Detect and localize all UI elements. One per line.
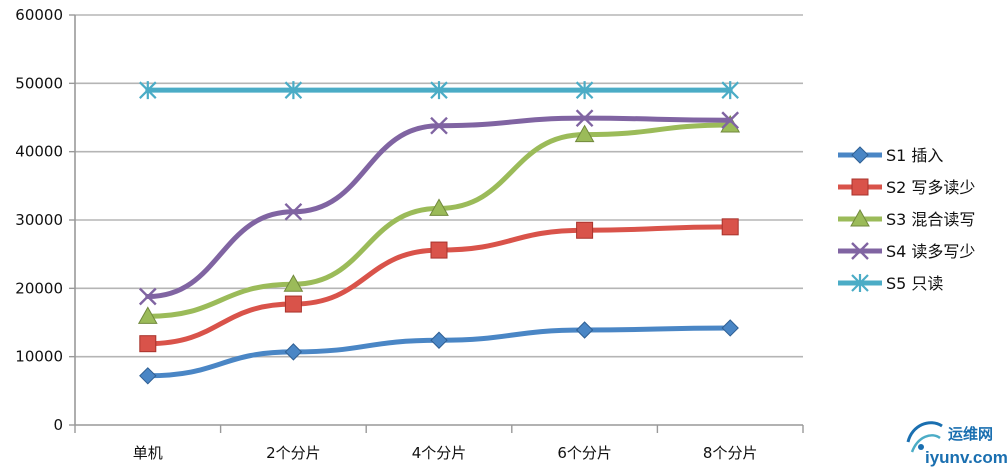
data-point <box>430 81 448 100</box>
data-point <box>430 241 448 259</box>
data-point <box>284 81 303 100</box>
legend-item: S2 写多读少 <box>838 178 975 197</box>
legend-label: S4 读多写少 <box>886 242 975 261</box>
data-point <box>575 109 594 128</box>
legend-marker <box>851 274 869 292</box>
x-tick-label: 8个分片 <box>703 444 758 462</box>
data-point <box>575 81 594 100</box>
y-tick-label: 0 <box>53 416 63 434</box>
data-point <box>138 287 157 306</box>
legend-item: S1 插入 <box>838 146 943 165</box>
data-point <box>721 111 740 130</box>
gridlines <box>69 14 804 433</box>
data-point <box>721 218 739 236</box>
y-tick-label: 50000 <box>15 74 63 92</box>
legend-item: S5 只读 <box>838 274 943 293</box>
legend-marker <box>850 208 870 227</box>
legend-label: S5 只读 <box>886 274 943 293</box>
x-tick-label: 6个分片 <box>557 444 612 462</box>
x-tick-label: 2个分片 <box>266 444 321 462</box>
legend: S1 插入 S2 写多读少 S3 混合读写 S4 读多写少 S5 只读 <box>838 146 975 293</box>
x-tick-label: 4个分片 <box>412 444 467 462</box>
x-axis-ticks: 单机 2个分片 4个分片 6个分片 8个分片 <box>133 444 758 462</box>
data-point <box>576 221 594 239</box>
watermark: 运维网 iyunv.com <box>906 421 1008 467</box>
data-point <box>139 335 157 353</box>
data-point <box>284 202 303 221</box>
watermark-line1: 运维网 <box>948 425 993 443</box>
y-tick-label: 60000 <box>15 6 63 24</box>
x-tick-label: 单机 <box>133 444 163 462</box>
y-axis-ticks: 0 10000 20000 30000 40000 50000 60000 <box>15 6 63 434</box>
data-point <box>139 81 157 100</box>
legend-label: S1 插入 <box>886 146 943 165</box>
data-point <box>284 295 302 313</box>
legend-label: S3 混合读写 <box>886 210 975 229</box>
legend-marker <box>851 178 869 196</box>
data-point <box>721 319 739 337</box>
legend-label: S2 写多读少 <box>886 178 975 197</box>
series-line <box>145 115 733 300</box>
data-point <box>429 198 449 216</box>
legend-marker <box>851 242 869 260</box>
watermark-line2: iyunv.com <box>925 448 1008 467</box>
watermark-logo-icon <box>906 421 943 453</box>
data-point <box>139 367 157 385</box>
series-group <box>137 81 741 385</box>
data-point <box>574 124 595 143</box>
y-tick-label: 30000 <box>15 211 63 229</box>
legend-item: S3 混合读写 <box>838 208 975 229</box>
data-point <box>137 306 158 324</box>
y-tick-label: 40000 <box>15 143 63 161</box>
legend-item: S4 读多写少 <box>838 242 975 261</box>
y-tick-label: 20000 <box>15 279 63 297</box>
data-point <box>430 331 448 349</box>
legend-marker <box>851 146 869 164</box>
data-point <box>283 274 304 292</box>
data-point <box>284 343 303 361</box>
data-point <box>430 116 448 135</box>
data-point <box>575 321 594 339</box>
y-tick-label: 10000 <box>15 348 63 366</box>
data-point <box>721 81 739 100</box>
